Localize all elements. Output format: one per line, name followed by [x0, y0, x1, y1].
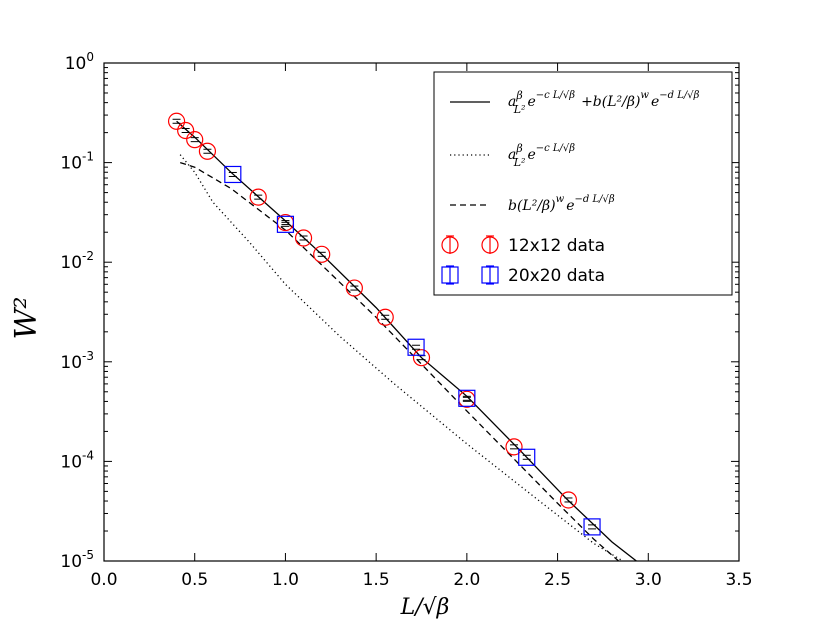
data-markers: [167, 112, 601, 536]
data-point-20x20: [276, 215, 295, 233]
y-tick-label: 10-3: [60, 349, 94, 373]
circle-marker: [249, 188, 267, 206]
y-tick-label: 100: [65, 50, 94, 74]
y-tick-label: 10-1: [60, 150, 94, 174]
x-tick-labels: 0.0 0.5 1.0 1.5 2.0 2.5 3.0 3.5: [90, 570, 752, 590]
x-axis-label-text: L/√β: [400, 595, 450, 620]
x-tick-label: 3.5: [725, 570, 752, 590]
legend-entry-second-term: b(L²/β)w e−d L/√β: [450, 194, 615, 214]
circle-marker: [313, 245, 331, 263]
square-marker: [518, 448, 536, 466]
legend: aβ L² e−c L/√β +b(L²/β)w e−d L/√β aβ L² e−c L/…: [433, 71, 733, 296]
legend-circle-marker-right: [481, 235, 499, 254]
circle-marker: [177, 121, 195, 140]
data-point-20x20: [407, 338, 425, 356]
legend-entry-20x20: 20x20 data: [441, 265, 605, 286]
circle-marker: [559, 491, 578, 509]
square-marker: [583, 518, 601, 536]
x-tick-label: 1.0: [272, 570, 299, 590]
legend-square-marker-left: [441, 265, 459, 285]
circle-marker: [345, 279, 363, 297]
square-marker: [407, 338, 425, 356]
data-point-20x20: [518, 448, 536, 466]
data-point-12x12: [313, 245, 331, 263]
data-point-12x12: [177, 121, 195, 140]
legend-dashed-text: b(L²/β)w e−d L/√β: [508, 194, 615, 214]
y-tick-label: 10-5: [60, 548, 94, 572]
model-line-dashed: [180, 161, 620, 561]
y-tick-labels: 10-5 10-4 10-3 10-2 10-1 100: [60, 50, 94, 572]
data-point-12x12: [249, 188, 267, 206]
circle-marker: [294, 229, 313, 247]
data-point-20x20: [224, 165, 242, 184]
legend-12x12-label: 12x12 data: [508, 236, 605, 256]
legend-box: [433, 71, 733, 296]
square-marker: [458, 389, 476, 407]
circle-marker: [167, 112, 186, 130]
x-tick-label: 0.5: [181, 570, 208, 590]
y-tick-label: 10-4: [60, 448, 94, 472]
data-point-12x12: [505, 438, 523, 456]
axis-ticks: [104, 63, 739, 561]
legend-entry-combined: aβ L² e−c L/√β +b(L²/β)w e−d L/√β: [450, 89, 700, 116]
x-tick-label: 2.0: [453, 570, 480, 590]
data-point-12x12: [345, 279, 363, 297]
x-tick-label: 2.5: [544, 570, 571, 590]
legend-entry-first-term: aβ L² e−c L/√β: [450, 142, 575, 169]
circle-marker: [198, 142, 217, 160]
legend-dotted-text: aβ L² e−c L/√β: [508, 142, 575, 169]
legend-circle-marker-left: [441, 235, 459, 254]
data-point-20x20: [583, 518, 601, 536]
square-marker: [276, 215, 295, 233]
x-tick-label: 3.0: [635, 570, 662, 590]
data-point-12x12: [559, 491, 578, 509]
data-point-12x12: [198, 142, 217, 160]
legend-square-marker-right: [481, 265, 499, 285]
data-point-12x12: [376, 308, 394, 326]
x-tick-label: 0.0: [90, 570, 117, 590]
circle-marker: [376, 308, 394, 326]
data-point-12x12: [167, 112, 186, 130]
y-axis-label: W²: [9, 297, 44, 340]
y-tick-label: 10-2: [60, 249, 94, 273]
x-tick-label: 1.5: [363, 570, 390, 590]
legend-solid-text: aβ L² e−c L/√β +b(L²/β)w e−d L/√β: [508, 89, 700, 116]
x-axis-label: L/√β: [400, 595, 450, 620]
legend-20x20-label: 20x20 data: [508, 266, 605, 286]
circle-marker: [505, 438, 523, 456]
square-marker: [224, 165, 242, 184]
data-point-12x12: [294, 229, 313, 247]
circle-marker: [412, 349, 431, 367]
data-point-12x12: [186, 131, 204, 149]
circle-marker: [186, 131, 204, 149]
y-axis-label-text: W²: [9, 297, 44, 340]
data-point-20x20: [458, 389, 476, 407]
legend-entry-12x12: 12x12 data: [441, 235, 605, 256]
